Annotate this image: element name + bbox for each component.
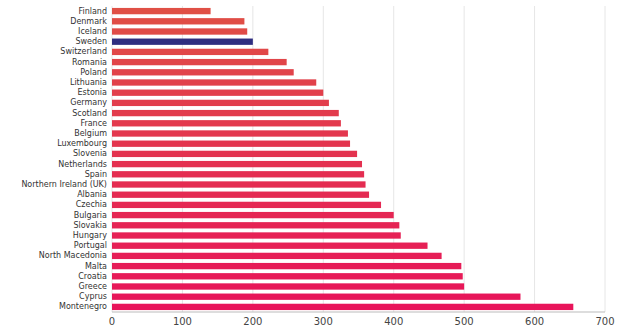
bar: [112, 202, 381, 208]
y-tick-label: North Macedonia: [39, 251, 107, 260]
y-tick-label: Czechia: [76, 200, 107, 209]
bar: [112, 222, 399, 228]
bar: [112, 110, 339, 116]
y-tick-label: Germany: [70, 98, 107, 107]
x-tick-label: 500: [455, 316, 474, 327]
y-tick-label: Estonia: [78, 88, 108, 97]
y-tick-label: Albania: [77, 190, 107, 199]
y-tick-label: Northern Ireland (UK): [21, 180, 107, 189]
bar: [112, 181, 366, 187]
bar: [112, 69, 294, 75]
bar: [112, 141, 350, 147]
y-tick-label: Portugal: [74, 241, 107, 250]
bar: [112, 18, 244, 24]
bar: [112, 192, 369, 198]
y-tick-label: Montenegro: [59, 302, 107, 311]
bar: [112, 304, 573, 310]
bar: [112, 120, 341, 126]
y-tick-label: Slovakia: [73, 221, 107, 230]
bar: [112, 90, 323, 96]
y-tick-label: Spain: [85, 170, 107, 179]
bar: [112, 130, 348, 136]
bar: [112, 28, 247, 34]
bar: [112, 171, 364, 177]
bar: [112, 39, 253, 45]
bar: [112, 49, 268, 55]
grid-line: [534, 6, 535, 312]
x-tick-label: 400: [384, 316, 403, 327]
x-tick-label: 600: [525, 316, 544, 327]
bar: [112, 59, 287, 65]
y-tick-label: France: [80, 119, 107, 128]
bar: [112, 100, 329, 106]
y-tick-label: Denmark: [70, 17, 107, 26]
x-tick-label: 0: [109, 316, 115, 327]
x-grid: [112, 6, 605, 312]
x-tick-label: 200: [243, 316, 262, 327]
y-tick-label: Romania: [72, 58, 107, 67]
x-tick-label: 700: [595, 316, 614, 327]
grid-line: [605, 6, 606, 312]
bar: [112, 294, 520, 300]
bars: [112, 8, 573, 310]
y-tick-label: Belgium: [74, 129, 107, 138]
y-tick-label: Lithuania: [70, 78, 107, 87]
y-axis: FinlandDenmarkIcelandSwedenSwitzerland Ro…: [21, 7, 107, 312]
bar: [112, 8, 211, 14]
bar: [112, 263, 461, 269]
y-tick-label: Cyprus: [79, 292, 107, 301]
y-tick-label: Luxembourg: [57, 139, 107, 148]
y-tick-label: Finland: [78, 7, 107, 16]
grid-line: [464, 6, 465, 312]
x-tick-label: 100: [173, 316, 192, 327]
bar: [112, 79, 316, 85]
bar: [112, 212, 394, 218]
y-tick-label: Hungary: [73, 231, 107, 240]
y-tick-label: Greece: [79, 282, 108, 291]
bar: [112, 232, 401, 238]
y-tick-label: Switzerland: [60, 47, 107, 56]
bar: [112, 253, 442, 259]
x-axis-line: [112, 312, 605, 313]
y-tick-label: Sweden: [75, 37, 107, 46]
bar: [112, 243, 428, 249]
y-tick-label: Iceland: [78, 27, 107, 36]
chart-svg: 0 100 200 300 400 500 600 700 FinlandDenmarkIcel…: [0, 0, 621, 332]
x-tick-label: 300: [314, 316, 333, 327]
y-tick-label: Scotland: [72, 109, 107, 118]
bar: [112, 151, 357, 157]
y-tick-label: Croatia: [78, 272, 107, 281]
y-tick-label: Poland: [80, 68, 107, 77]
x-axis: 0 100 200 300 400 500 600 700: [109, 316, 615, 327]
bar: [112, 161, 362, 167]
y-tick-label: Slovenia: [73, 149, 107, 158]
bar: [112, 273, 463, 279]
y-tick-label: Malta: [85, 262, 107, 271]
y-tick-label: Netherlands: [58, 160, 107, 169]
bar: [112, 283, 464, 289]
chart-container: 0 100 200 300 400 500 600 700 FinlandDenmarkIcel…: [0, 0, 621, 332]
y-tick-label: Bulgaria: [74, 211, 107, 220]
